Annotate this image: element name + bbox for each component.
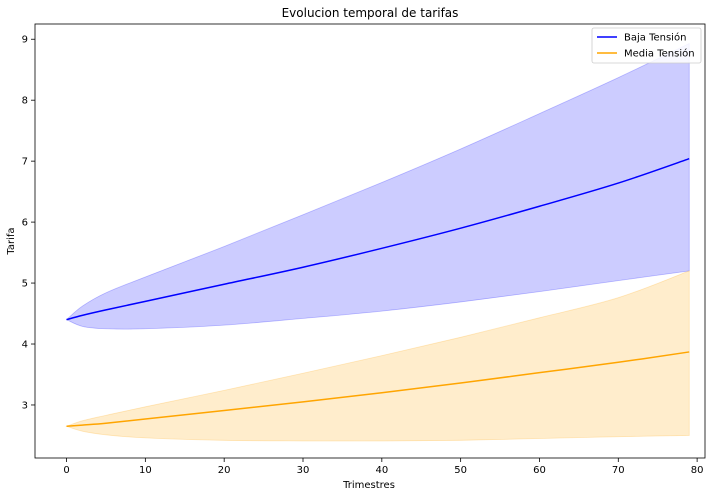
y-axis-label: Tarifa bbox=[6, 227, 17, 255]
y-tick-label: 6 bbox=[22, 218, 28, 229]
x-tick-label: 70 bbox=[612, 465, 625, 476]
x-tick-label: 60 bbox=[533, 465, 546, 476]
plot-area bbox=[65, 42, 690, 442]
series-band-1 bbox=[65, 270, 690, 442]
y-tick-label: 4 bbox=[22, 340, 28, 351]
series-line-0 bbox=[66, 158, 690, 321]
x-tick-label: 50 bbox=[454, 465, 467, 476]
y-tick-label: 3 bbox=[22, 400, 28, 411]
legend-label: Baja Tensión bbox=[624, 32, 686, 44]
y-tick-label: 5 bbox=[22, 279, 28, 290]
y-tick-label: 7 bbox=[22, 157, 28, 168]
x-tick-label: 40 bbox=[375, 465, 388, 476]
x-tick-label: 0 bbox=[63, 465, 69, 476]
x-tick-label: 20 bbox=[218, 465, 231, 476]
x-tick-label: 30 bbox=[297, 465, 310, 476]
chart-title: Evolucion temporal de tarifas bbox=[282, 6, 459, 20]
legend-box bbox=[591, 27, 702, 64]
series-line-1 bbox=[66, 351, 690, 428]
x-tick-label: 80 bbox=[691, 465, 704, 476]
x-axis-label: Trimestres bbox=[342, 480, 395, 491]
legend: Baja Tensión Media Tensión bbox=[591, 27, 702, 64]
x-axis: 0 10 20 30 40 50 60 70 80 bbox=[63, 458, 703, 476]
plot-frame bbox=[34, 23, 706, 459]
y-tick-label: 8 bbox=[22, 96, 28, 107]
series-band-0 bbox=[65, 42, 690, 330]
y-axis: 3 4 5 6 7 8 9 bbox=[22, 35, 35, 411]
legend-label: Media Tensión bbox=[624, 48, 695, 60]
x-tick-label: 10 bbox=[139, 465, 152, 476]
y-tick-label: 9 bbox=[22, 35, 28, 46]
